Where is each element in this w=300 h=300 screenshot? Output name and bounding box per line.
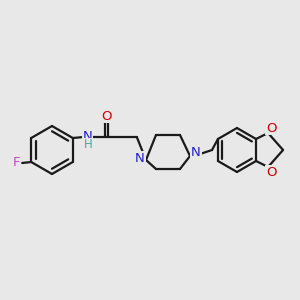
- Text: N: N: [83, 130, 93, 142]
- Text: N: N: [135, 152, 145, 164]
- Text: O: O: [266, 122, 276, 134]
- Text: H: H: [83, 139, 92, 152]
- Text: N: N: [191, 146, 201, 158]
- Text: O: O: [266, 166, 276, 178]
- Text: O: O: [101, 110, 112, 122]
- Text: F: F: [13, 157, 20, 169]
